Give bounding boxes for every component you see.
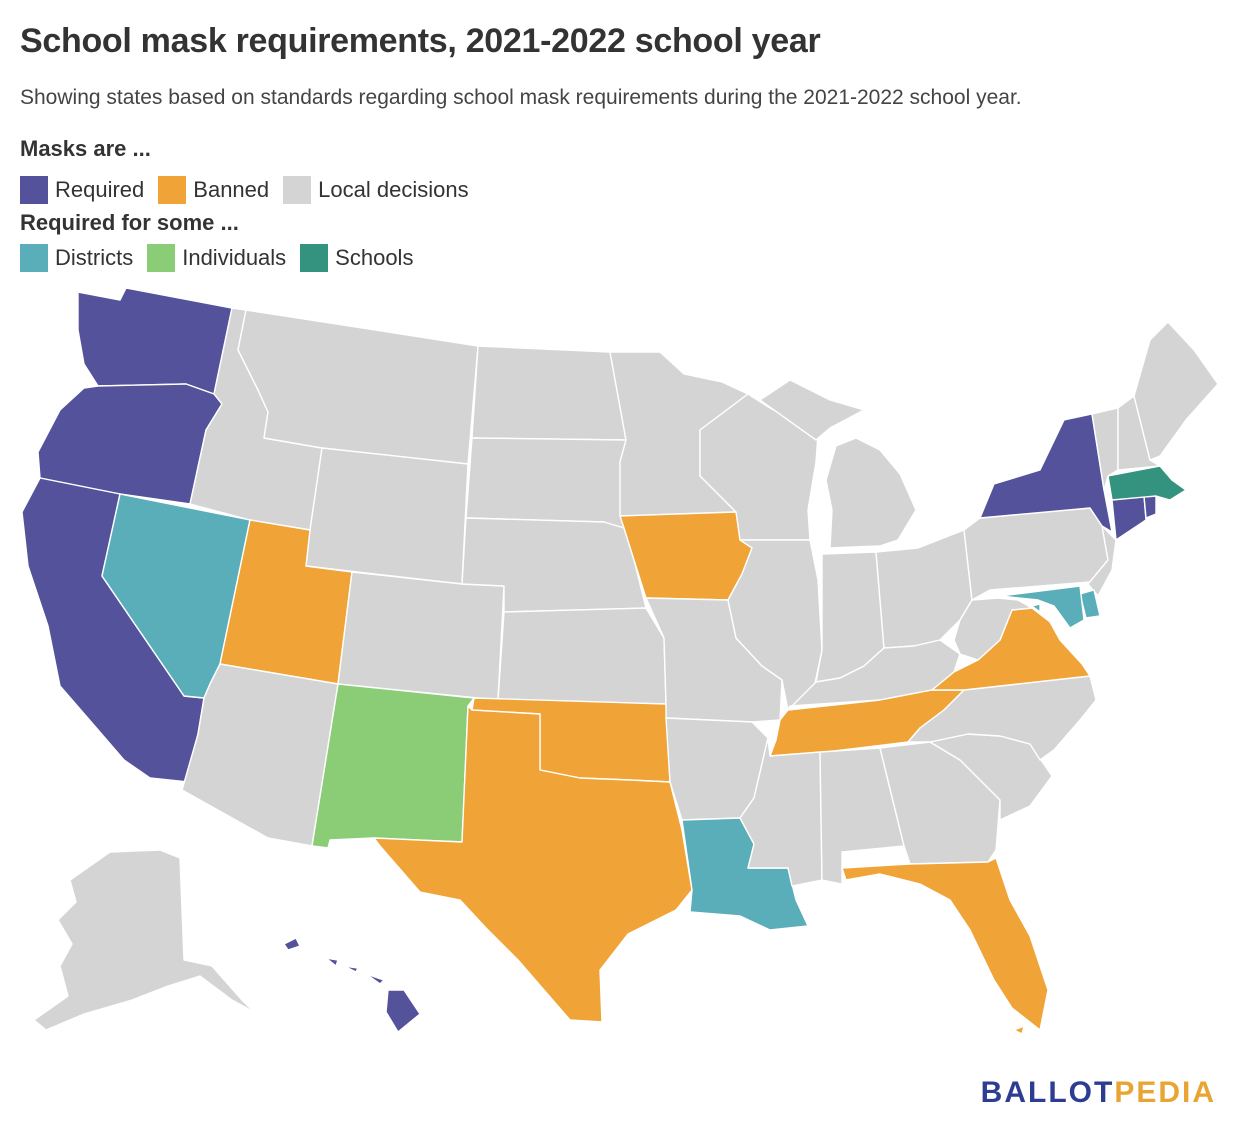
- chart-title: School mask requirements, 2021-2022 scho…: [20, 22, 821, 60]
- legend-label-schools: Schools: [335, 245, 414, 270]
- state-kansas[interactable]: [497, 607, 667, 705]
- state-wyoming[interactable]: [305, 447, 469, 585]
- state-delaware[interactable]: [1079, 589, 1101, 619]
- state-maryland[interactable]: [999, 585, 1085, 629]
- ballotpedia-logo[interactable]: BALLOTPEDIA: [981, 1076, 1216, 1110]
- state-illinois[interactable]: [727, 539, 823, 711]
- legend-swatch-banned: [158, 176, 187, 204]
- legend-swatch-districts: [20, 244, 48, 272]
- state-michigan[interactable]: [759, 379, 917, 549]
- legend-group-masks-title: Masks are ...: [20, 136, 151, 161]
- state-montana[interactable]: [237, 309, 479, 465]
- state-south-dakota[interactable]: [465, 437, 627, 529]
- legend-group-masks: Required Banned Local decisions: [20, 175, 483, 205]
- legend-group-some: Districts Individuals Schools: [20, 243, 427, 273]
- state-maine[interactable]: [1133, 321, 1219, 461]
- state-oregon[interactable]: [37, 383, 223, 505]
- chart-subtitle: Showing states based on standards regard…: [20, 86, 1022, 109]
- state-hawaii[interactable]: [283, 937, 421, 1033]
- state-texas[interactable]: [373, 705, 693, 1023]
- logo-part-ballot: BALLOT: [980, 1076, 1115, 1109]
- legend-label-local-decisions: Local decisions: [318, 177, 469, 202]
- state-connecticut[interactable]: [1111, 495, 1147, 541]
- state-north-dakota[interactable]: [471, 345, 627, 441]
- legend-label-banned: Banned: [193, 177, 270, 202]
- state-north-carolina[interactable]: [907, 675, 1097, 761]
- legend-group-some-title: Required for some ...: [20, 210, 239, 235]
- state-virginia[interactable]: [931, 607, 1091, 691]
- legend-label-individuals: Individuals: [182, 245, 287, 270]
- legend-swatch-local-decisions: [283, 176, 312, 204]
- state-vermont[interactable]: [1091, 407, 1119, 491]
- legend-item-districts: Districts: [20, 244, 133, 272]
- legend-item-required: Required: [20, 176, 144, 204]
- legend-item-schools: Schools: [300, 244, 413, 272]
- state-washington[interactable]: [77, 287, 233, 395]
- legend-label-districts: Districts: [55, 245, 134, 270]
- state-massachusetts[interactable]: [1107, 465, 1187, 501]
- state-alaska[interactable]: [33, 849, 255, 1031]
- state-colorado[interactable]: [337, 571, 505, 701]
- legend-label-required: Required: [55, 177, 145, 202]
- legend-item-banned: Banned: [158, 176, 269, 204]
- state-pennsylvania[interactable]: [963, 507, 1109, 601]
- legend-item-local-decisions: Local decisions: [283, 176, 469, 204]
- state-florida[interactable]: [841, 857, 1049, 1035]
- legend-swatch-individuals: [147, 244, 176, 272]
- state-new-hampshire[interactable]: [1117, 395, 1161, 471]
- logo-part-pedia: PEDIA: [1114, 1076, 1216, 1109]
- state-wisconsin[interactable]: [699, 393, 819, 541]
- legend-swatch-required: [20, 176, 48, 204]
- state-dc[interactable]: [1031, 603, 1041, 613]
- state-new-mexico[interactable]: [311, 683, 475, 849]
- legend-item-individuals: Individuals: [147, 244, 286, 272]
- legend-swatch-schools: [300, 244, 329, 272]
- state-rhode-island[interactable]: [1143, 495, 1157, 519]
- state-west-virginia[interactable]: [953, 597, 1033, 661]
